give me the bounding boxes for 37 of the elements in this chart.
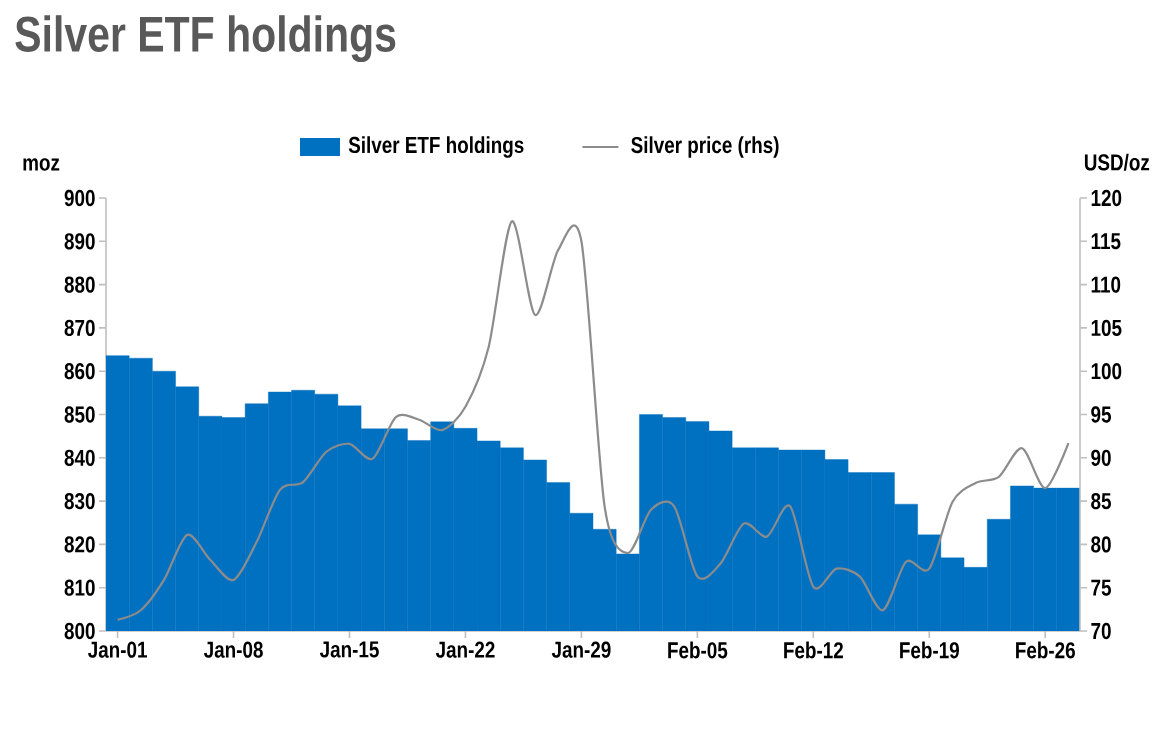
y2-tick-label: 115	[1091, 233, 1121, 250]
y2-tick-label: 105	[1091, 319, 1122, 337]
y-tick-label: 820	[64, 536, 95, 553]
y-tick-label: 840	[64, 449, 95, 466]
y2-tick-label: 90	[1091, 449, 1111, 466]
line-series	[116, 220, 1070, 621]
y-tick-label: 900	[64, 189, 95, 207]
x-tick-label: Feb-19	[900, 641, 959, 659]
y2-tick-label: 75	[1091, 579, 1112, 596]
y-tick-label: 830	[64, 492, 95, 510]
y-tick-label: 880	[64, 276, 95, 293]
y2-tick-label: 120	[1091, 189, 1122, 207]
y2-tick-label: 70	[1091, 622, 1111, 640]
y-tick-label: 890	[64, 233, 95, 250]
x-tick-label: Jan-08	[203, 641, 263, 658]
legend-label: Silver ETF holdings	[348, 136, 524, 158]
y-tick-label: 850	[64, 406, 95, 423]
y-tick-label: 810	[64, 579, 95, 596]
y-tick-label: 800	[64, 622, 95, 640]
x-tick-label: Jan-01	[88, 641, 147, 658]
y2-tick-label: 85	[1091, 492, 1112, 510]
x-tick-label: Feb-12	[784, 641, 843, 659]
y-tick-label: 870	[64, 319, 95, 337]
x-tick-label: Feb-05	[668, 641, 728, 659]
y2-axis-title: USD/oz	[1084, 153, 1150, 171]
x-tick-label: Jan-15	[319, 641, 379, 658]
x-tick-label: Jan-22	[435, 641, 495, 658]
x-tick-label: Feb-26	[1016, 641, 1075, 659]
x-tick-label: Jan-29	[551, 641, 611, 658]
legend-label: Silver price (rhs)	[631, 136, 779, 158]
chart-title: Silver ETF holdings	[15, 15, 396, 63]
y2-tick-label: 80	[1091, 536, 1111, 553]
y2-tick-label: 110	[1091, 276, 1121, 293]
y2-tick-label: 95	[1091, 406, 1112, 423]
y2-tick-label: 100	[1091, 363, 1122, 380]
y-axis-title: moz	[23, 158, 60, 171]
y-tick-label: 860	[64, 363, 95, 380]
